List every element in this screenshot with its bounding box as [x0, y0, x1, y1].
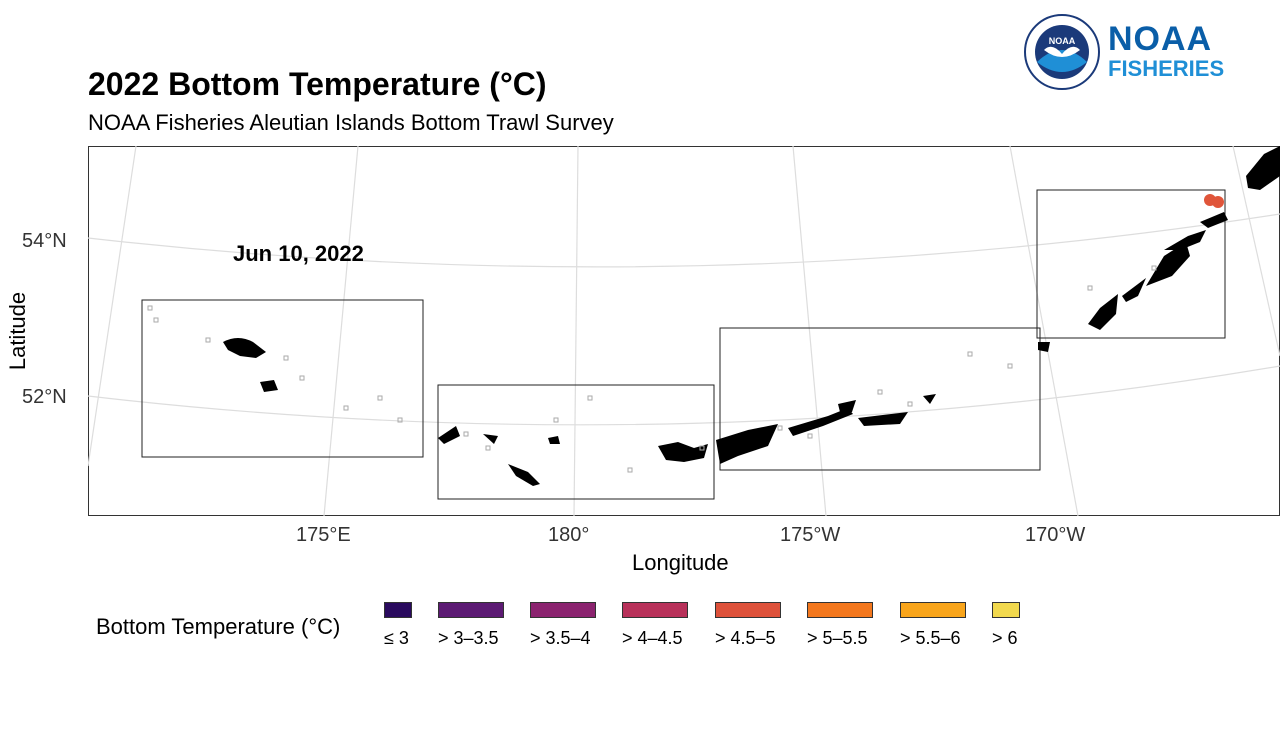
legend-swatch-1	[384, 602, 412, 618]
y-tick-54n: 54°N	[22, 230, 67, 252]
legend-label-2: > 3–3.5	[438, 628, 499, 648]
legend-label-8: > 6	[992, 628, 1018, 648]
logo-line2: FISHERIES	[1108, 56, 1225, 81]
logo-seal-text: NOAA	[1049, 36, 1076, 46]
legend-swatch-2	[438, 602, 504, 618]
legend-swatch-3	[530, 602, 596, 618]
legend-swatch-5	[715, 602, 781, 618]
noaa-logo: NOAA	[1024, 14, 1100, 90]
map-panel	[88, 146, 1280, 516]
y-axis-title: Latitude	[5, 291, 30, 371]
page-title: 2022 Bottom Temperature (°C)	[88, 66, 547, 102]
legend-label-7: > 5.5–6	[900, 628, 961, 648]
survey-stations	[147, 265, 1157, 473]
graticule	[88, 146, 1280, 516]
legend-swatch-6	[807, 602, 873, 618]
legend-title: Bottom Temperature (°C)	[96, 614, 341, 639]
legend-label-5: > 4.5–5	[715, 628, 776, 648]
legend-label-6: > 5–5.5	[807, 628, 868, 648]
date-label: Jun 10, 2022	[233, 241, 364, 266]
legend-swatch-4	[622, 602, 688, 618]
survey-strata-boxes	[141, 189, 1226, 500]
legend-swatch-8	[992, 602, 1020, 618]
noaa-logo-text: NOAA FISHERIES	[1108, 22, 1224, 80]
page-subtitle: NOAA Fisheries Aleutian Islands Bottom T…	[88, 110, 614, 135]
x-tick-175w: 175°W	[780, 524, 841, 546]
y-tick-52n: 52°N	[22, 386, 67, 408]
legend-label-1: ≤ 3	[384, 628, 409, 648]
land-islands	[223, 146, 1280, 486]
x-tick-180: 180°	[548, 524, 590, 546]
logo-line1: NOAA	[1108, 20, 1213, 58]
temperature-stations	[1204, 194, 1224, 208]
x-axis-title: Longitude	[632, 550, 729, 575]
legend-swatch-7	[900, 602, 966, 618]
x-tick-175e: 175°E	[296, 524, 351, 546]
x-tick-170w: 170°W	[1025, 524, 1086, 546]
legend-label-3: > 3.5–4	[530, 628, 591, 648]
legend-label-4: > 4–4.5	[622, 628, 683, 648]
